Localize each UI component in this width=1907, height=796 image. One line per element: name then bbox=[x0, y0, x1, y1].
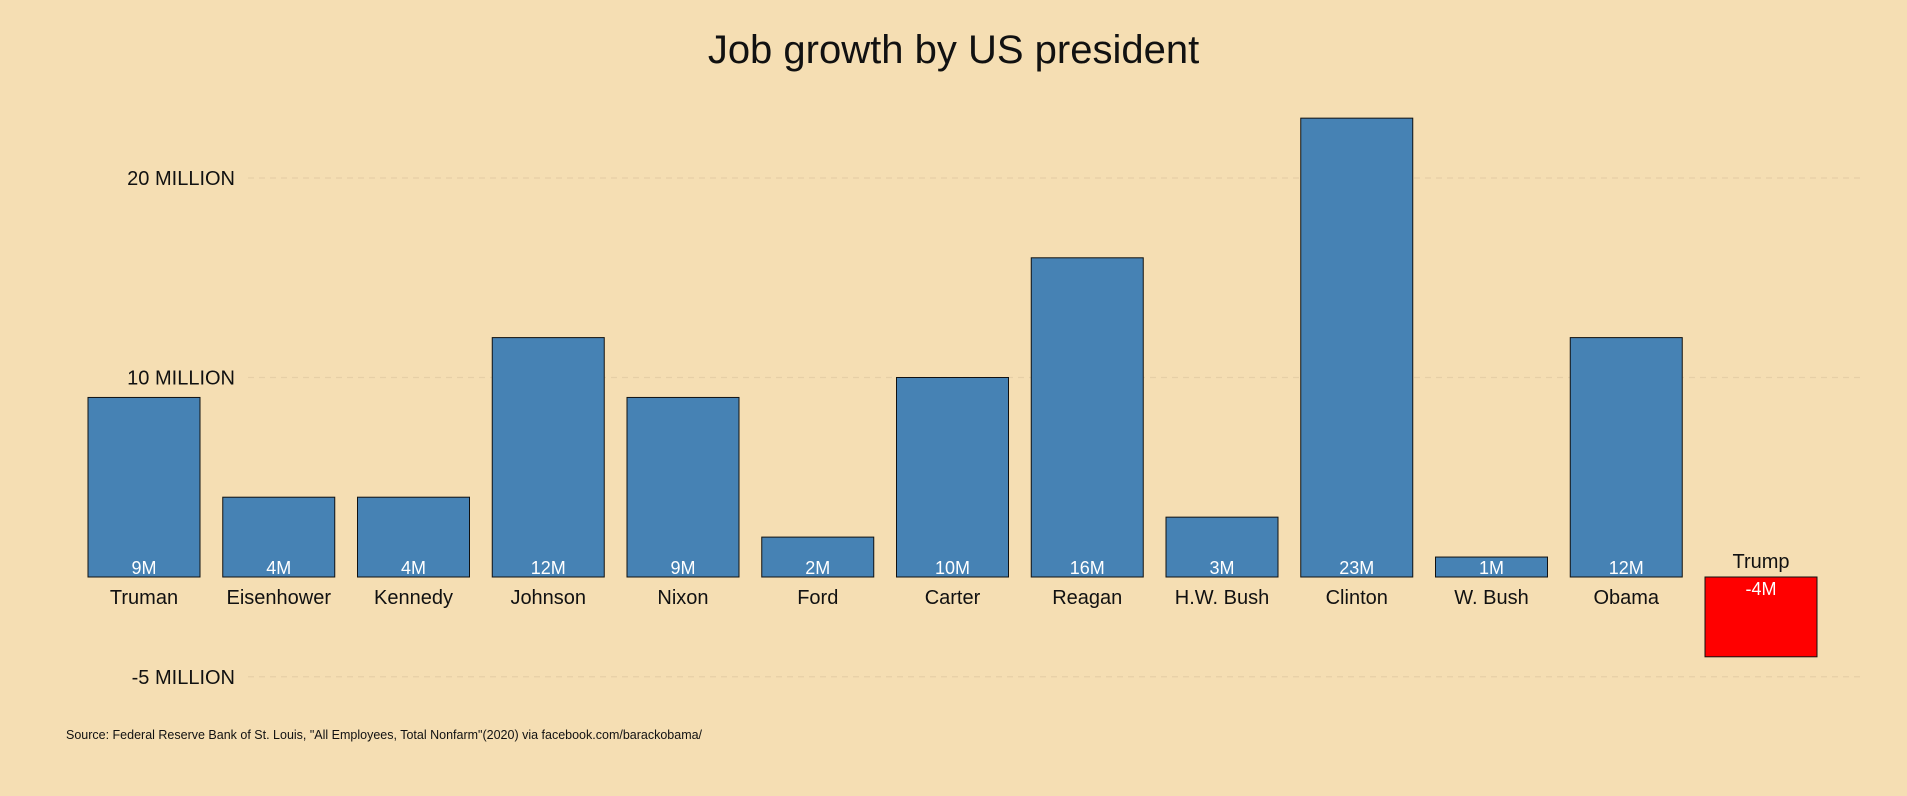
value-label: 1M bbox=[1479, 558, 1504, 578]
value-label: -4M bbox=[1746, 579, 1777, 599]
category-label: Reagan bbox=[1052, 587, 1122, 609]
category-label: Obama bbox=[1593, 587, 1659, 609]
bar-8 bbox=[1165, 516, 1279, 578]
value-label: 4M bbox=[401, 558, 426, 578]
bar-12 bbox=[1704, 576, 1818, 658]
value-label: 23M bbox=[1339, 558, 1374, 578]
value-label: 9M bbox=[670, 558, 695, 578]
value-label: 9M bbox=[131, 558, 156, 578]
category-label: Kennedy bbox=[374, 587, 453, 609]
bars bbox=[87, 117, 1818, 658]
labels: -5 MILLION 10 MILLION 20 MILLION 9M Truman 4M… bbox=[110, 168, 1790, 689]
bar-10 bbox=[1435, 556, 1548, 578]
category-label: Clinton bbox=[1326, 587, 1388, 609]
bar-7 bbox=[1030, 257, 1144, 578]
category-label: Ford bbox=[797, 587, 838, 609]
category-label: Carter bbox=[925, 587, 981, 609]
category-label: H.W. Bush bbox=[1175, 587, 1269, 609]
value-label: 3M bbox=[1209, 558, 1234, 578]
category-label: Johnson bbox=[510, 587, 586, 609]
y-tick-label: 20 MILLION bbox=[127, 168, 235, 190]
source-note: Source: Federal Reserve Bank of St. Loui… bbox=[66, 728, 703, 742]
category-label: Eisenhower bbox=[226, 587, 331, 609]
value-label: 10M bbox=[935, 558, 970, 578]
category-label: Truman bbox=[110, 587, 178, 609]
bar-9 bbox=[1300, 117, 1414, 578]
category-label: W. Bush bbox=[1454, 587, 1528, 609]
bar-5 bbox=[761, 536, 875, 578]
bar-0 bbox=[87, 396, 201, 578]
bar-6 bbox=[896, 377, 1009, 578]
value-label: 16M bbox=[1070, 558, 1105, 578]
value-label: 12M bbox=[1609, 558, 1644, 578]
value-label: 12M bbox=[531, 558, 566, 578]
category-label: Trump bbox=[1732, 551, 1789, 573]
value-label: 4M bbox=[266, 558, 291, 578]
bar-1 bbox=[222, 496, 336, 578]
bar-3 bbox=[491, 337, 605, 578]
chart-title: Job growth by US president bbox=[707, 28, 1200, 72]
y-tick-label: -5 MILLION bbox=[132, 667, 235, 689]
bar-2 bbox=[357, 496, 470, 578]
y-tick-label: 10 MILLION bbox=[127, 368, 235, 390]
category-label: Nixon bbox=[657, 587, 708, 609]
bar-11 bbox=[1569, 337, 1683, 578]
bar-4 bbox=[626, 396, 740, 578]
value-label: 2M bbox=[805, 558, 830, 578]
